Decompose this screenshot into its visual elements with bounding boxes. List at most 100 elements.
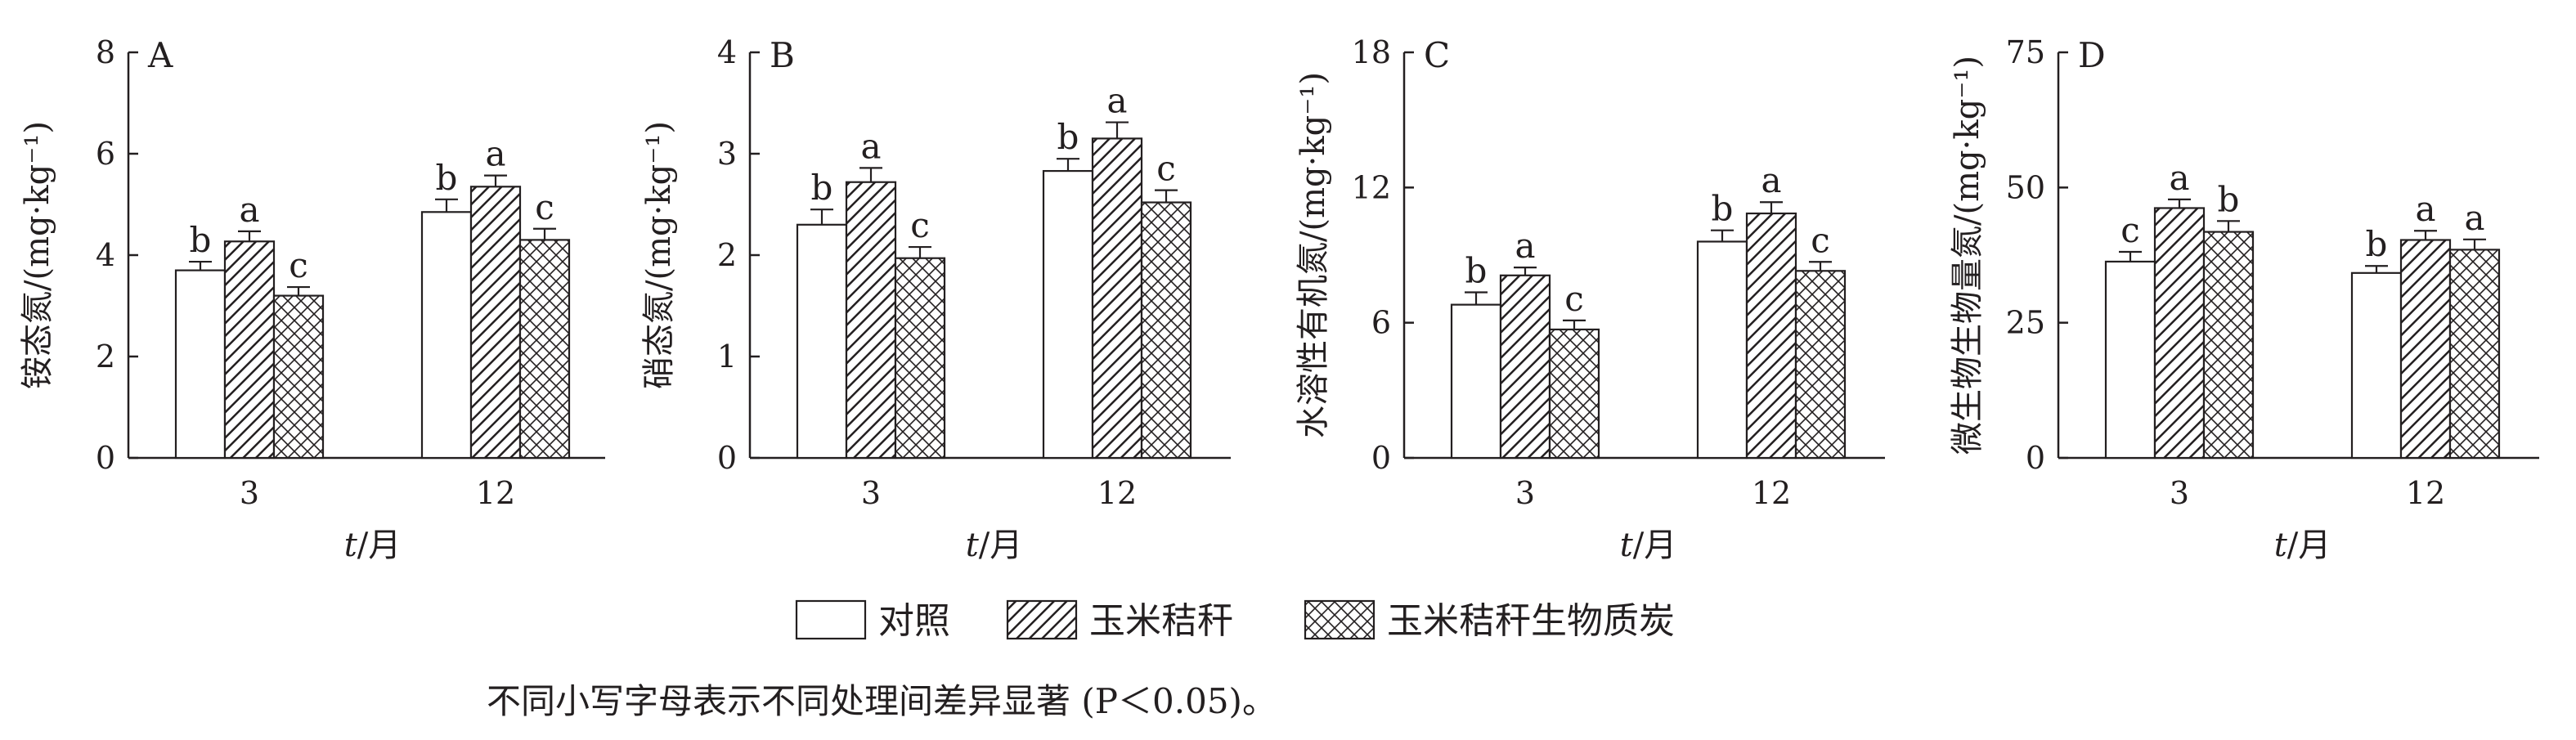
bar: [1499, 274, 1551, 460]
panel-letter: C: [1424, 35, 1450, 75]
significance-letter: b: [1712, 189, 1734, 229]
bar: [420, 211, 473, 460]
significance-letter: b: [811, 168, 833, 208]
y-tick-label: 2: [96, 339, 115, 374]
x-axis-label-var: t: [966, 527, 980, 564]
panel-letter: B: [770, 35, 795, 75]
significance-letter: a: [485, 134, 505, 174]
bar: [894, 257, 946, 460]
significance-letter: c: [289, 245, 308, 285]
y-tick-label: 2: [717, 237, 737, 273]
y-tick-label: 0: [2026, 440, 2045, 476]
legend: 对照 玉米秸秆 玉米秸秆生物质炭: [795, 599, 1675, 642]
bar: [1696, 240, 1748, 460]
bar: [2399, 239, 2452, 460]
bar: [2448, 249, 2501, 460]
x-axis-label: t/月: [1620, 527, 1677, 564]
significance-letter: c: [1811, 220, 1830, 260]
x-axis-label-unit: /月: [2287, 527, 2331, 564]
y-tick-label: 1: [717, 339, 737, 374]
y-tick-label: 0: [1371, 440, 1391, 476]
y-tick-label: 75: [2006, 34, 2045, 70]
y-tick-label: 25: [2006, 305, 2045, 341]
bar: [174, 269, 227, 460]
bar: [2104, 260, 2156, 460]
bar: [2350, 271, 2403, 460]
y-tick-label: 8: [96, 34, 115, 70]
y-tick-label: 6: [96, 136, 115, 172]
y-tick-label: 3: [717, 136, 737, 172]
legend-swatch: [1006, 599, 1078, 640]
x-axis-label-var: t: [344, 527, 358, 564]
significance-letter: b: [436, 158, 458, 198]
significance-letter: a: [860, 126, 881, 166]
bar: [2202, 231, 2255, 460]
bar: [796, 223, 848, 460]
y-tick-label: 12: [1352, 169, 1391, 205]
bar: [1745, 212, 1797, 460]
x-axis-label: t/月: [966, 527, 1023, 564]
y-tick-label: 4: [96, 237, 115, 273]
x-axis-label: t/月: [344, 527, 402, 564]
x-axis-label-unit: /月: [979, 527, 1022, 564]
bar: [1548, 328, 1600, 460]
legend-swatch: [795, 599, 867, 640]
x-axis-label-unit: /月: [357, 527, 401, 564]
legend-label: 玉米秸秆: [1089, 600, 1233, 642]
bar: [1042, 169, 1094, 460]
y-tick-label: 18: [1352, 34, 1391, 70]
x-tick-label: 12: [2406, 475, 2445, 511]
x-axis-label: t/月: [2274, 527, 2331, 564]
significance-note: 不同小写字母表示不同处理间差异显著 (P＜0.05)。: [487, 681, 1277, 721]
significance-letter: a: [1761, 160, 1781, 200]
x-tick-label: 12: [1752, 475, 1791, 511]
panel-letter: D: [2078, 35, 2106, 75]
significance-letter: b: [2366, 224, 2388, 264]
significance-letter: a: [2169, 158, 2189, 198]
bar: [1140, 201, 1192, 460]
significance-letter: c: [535, 187, 554, 227]
significance-letter: c: [910, 205, 930, 245]
significance-letter: b: [190, 220, 212, 260]
x-tick-label: 3: [2170, 475, 2189, 511]
panel-letter: A: [147, 35, 173, 75]
bar: [469, 186, 522, 460]
significance-letter: b: [2218, 179, 2240, 219]
y-axis-label: 硝态氮/(mg·kg⁻¹): [640, 121, 678, 389]
significance-letter: b: [1057, 117, 1079, 157]
significance-letter: b: [1465, 250, 1488, 290]
y-axis-label: 水溶性有机氮/(mg·kg⁻¹): [1295, 72, 1332, 438]
legend-label: 玉米秸秆生物质炭: [1387, 600, 1675, 642]
significance-letter: a: [2464, 198, 2484, 238]
x-axis-label-var: t: [1620, 527, 1634, 564]
y-tick-label: 0: [96, 440, 115, 476]
x-tick-label: 12: [1097, 475, 1137, 511]
bar: [272, 294, 325, 460]
y-axis-label: 铵态氮/(mg·kg⁻¹): [19, 121, 56, 389]
x-tick-label: 12: [476, 475, 515, 511]
x-tick-label: 3: [240, 475, 259, 511]
significance-letter: a: [1106, 81, 1127, 121]
legend-label: 对照: [878, 600, 950, 642]
significance-letter: c: [1564, 279, 1584, 319]
x-tick-label: 3: [1515, 475, 1535, 511]
significance-letter: a: [239, 190, 259, 230]
x-axis-label-var: t: [2274, 527, 2288, 564]
legend-swatch: [1304, 599, 1376, 640]
y-tick-label: 4: [717, 34, 737, 70]
significance-letter: c: [2120, 210, 2140, 250]
significance-letter: c: [1156, 149, 1176, 189]
bar: [1450, 303, 1502, 460]
y-axis-label: 微生物生物量氮/(mg·kg⁻¹): [1949, 56, 1986, 455]
bar: [845, 181, 897, 460]
significance-letter: a: [1515, 226, 1535, 266]
bar: [2153, 207, 2206, 460]
y-tick-label: 0: [717, 440, 737, 476]
x-tick-label: 3: [861, 475, 881, 511]
bar: [1091, 137, 1143, 460]
